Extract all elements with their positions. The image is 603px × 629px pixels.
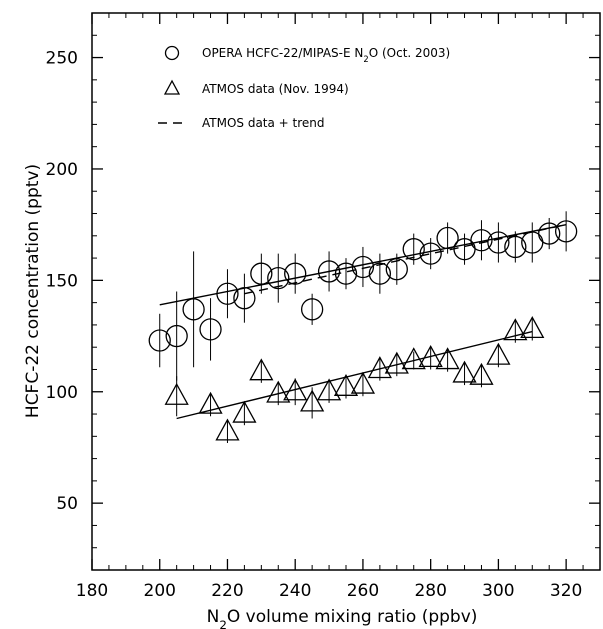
x-tick-label: 240 — [279, 581, 311, 601]
y-axis-label: HCFC-22 concentration (pptv) — [23, 164, 43, 418]
circle-marker — [554, 220, 578, 243]
circle-marker — [165, 324, 188, 348]
circle-marker — [199, 318, 222, 341]
plot-frame — [91, 12, 601, 571]
triangle-marker — [384, 351, 409, 374]
x-tick-label: 300 — [482, 581, 514, 601]
circle-marker — [148, 329, 171, 352]
circle-marker — [487, 231, 510, 254]
triangle-marker — [452, 360, 477, 383]
fit-line — [176, 330, 533, 420]
legend-label: OPERA HCFC-22/MIPAS-E N2O (Oct. 2003) — [202, 46, 450, 64]
legend: OPERA HCFC-22/MIPAS-E N2O (Oct. 2003) ATM… — [158, 45, 450, 130]
triangle-marker — [316, 378, 342, 401]
circle-marker — [402, 238, 425, 261]
circle-marker — [250, 262, 273, 285]
legend-circle-marker — [164, 45, 180, 61]
circle-marker — [233, 287, 256, 310]
triangle-marker — [435, 347, 460, 370]
triangle-marker — [520, 316, 545, 339]
triangle-marker — [283, 378, 308, 401]
circle-marker — [182, 298, 205, 321]
x-axis-label: N2O volume mixing ratio (ppbv) — [207, 607, 478, 629]
circle-marker — [267, 266, 290, 290]
triangle-marker — [503, 318, 528, 341]
axis-ticks: 180 200 220 240 260 280 300 320 50 100 150 200 250 — [46, 12, 601, 601]
y-tick-label: 200 — [46, 160, 78, 180]
triangle-marker — [300, 389, 325, 412]
circle-marker — [436, 226, 459, 250]
triangle-marker — [333, 373, 359, 396]
circle-marker — [470, 229, 493, 252]
triangle-marker — [164, 382, 189, 405]
legend-label: ATMOS data + trend — [202, 116, 325, 130]
circle-marker — [216, 282, 239, 305]
data-markers — [148, 211, 578, 444]
triangle-marker — [486, 342, 511, 365]
triangle-marker — [367, 356, 392, 379]
triangle-marker — [249, 358, 274, 381]
triangle-marker — [215, 418, 240, 441]
y-tick-label: 50 — [56, 494, 78, 514]
y-tick-label: 100 — [46, 383, 78, 403]
circle-marker — [419, 242, 442, 265]
triangle-marker — [232, 400, 257, 423]
x-tick-label: 200 — [144, 581, 176, 601]
x-tick-label: 180 — [76, 581, 108, 601]
x-tick-label: 220 — [211, 581, 243, 601]
y-tick-label: 250 — [46, 49, 78, 69]
triangle-marker — [350, 371, 376, 394]
y-tick-label: 150 — [46, 271, 78, 291]
circle-marker — [351, 255, 375, 279]
triangle-marker — [418, 344, 443, 367]
circle-marker — [284, 262, 307, 285]
triangle-marker — [266, 380, 291, 403]
x-tick-label: 280 — [414, 581, 446, 601]
legend-triangle-marker — [163, 79, 181, 95]
circle-marker — [385, 258, 408, 281]
circle-marker — [317, 260, 341, 283]
triangle-marker — [198, 391, 223, 414]
x-tick-label: 320 — [550, 581, 582, 601]
circle-marker — [538, 222, 561, 245]
circle-marker — [504, 235, 527, 259]
triangle-marker — [469, 362, 494, 385]
circle-marker — [368, 262, 392, 285]
triangle-marker — [401, 347, 426, 370]
x-tick-label: 260 — [347, 581, 379, 601]
circle-marker — [334, 262, 358, 285]
legend-label: ATMOS data (Nov. 1994) — [202, 82, 349, 96]
circle-marker — [300, 298, 324, 321]
